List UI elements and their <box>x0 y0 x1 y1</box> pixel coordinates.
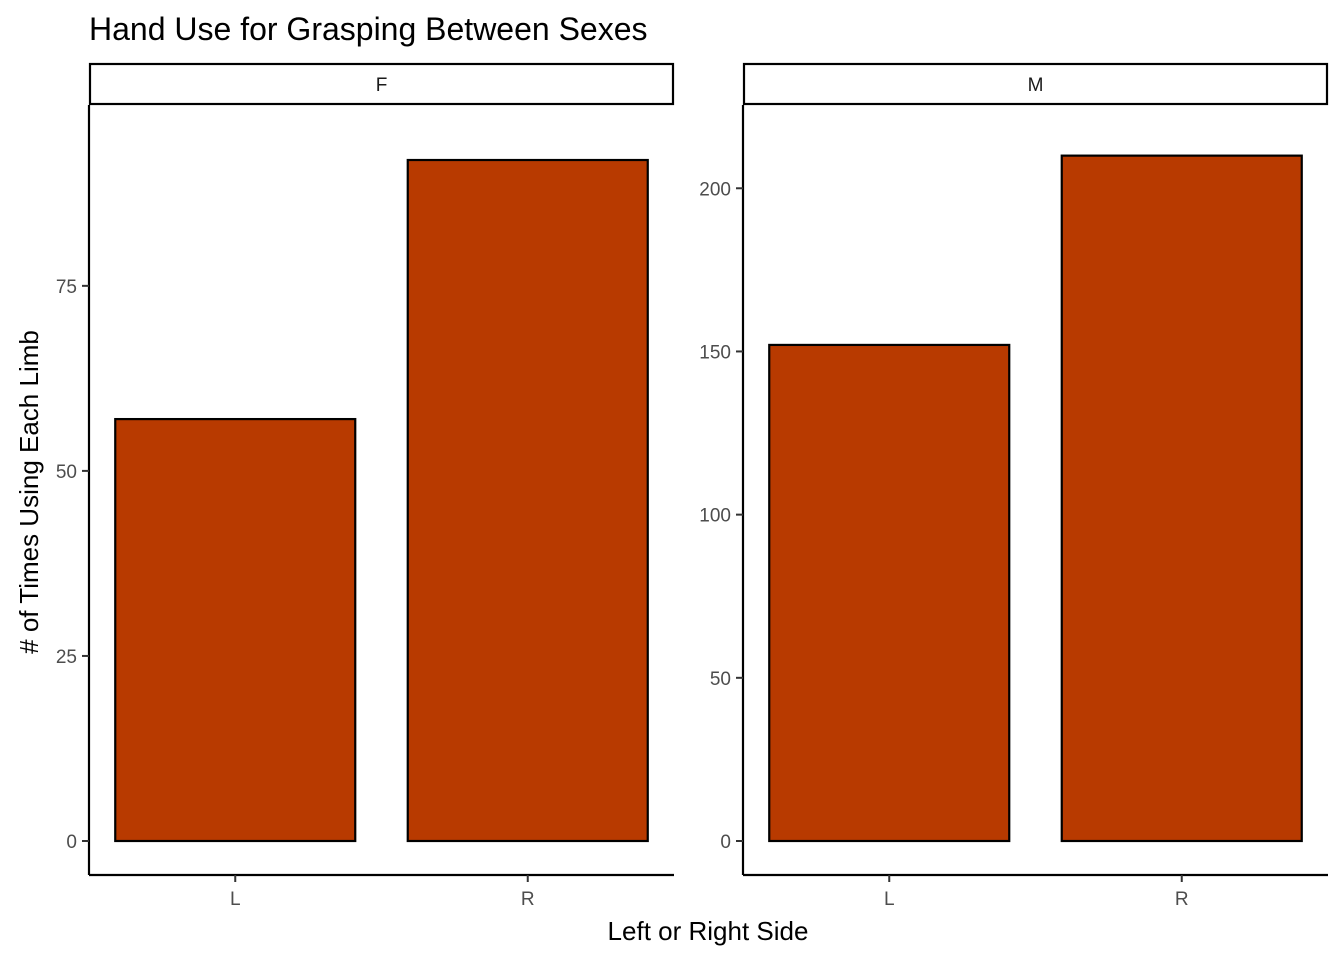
strip-label: M <box>1028 75 1044 96</box>
bar-m-l <box>768 343 1011 843</box>
y-tick-label: 25 <box>56 647 77 668</box>
y-tick-label: 100 <box>699 506 731 527</box>
y-tick-label: 0 <box>720 832 731 853</box>
strip-box <box>742 62 1329 106</box>
facets-group: F 0 25 50 75 L R M 0 50 100 150 200 L R <box>56 62 1329 910</box>
y-tick-label: 75 <box>56 277 77 298</box>
strip-label: F <box>376 75 388 96</box>
facet-panel-f: F 0 25 50 75 L R <box>56 62 675 910</box>
chart-title: Hand Use for Grasping Between Sexes <box>89 11 648 47</box>
y-tick-label: 200 <box>699 179 731 200</box>
bar-m-r <box>1060 154 1303 843</box>
x-tick-label: L <box>230 889 241 910</box>
x-tick-label: L <box>884 889 895 910</box>
facet-panel-m: M 0 50 100 150 200 L R <box>699 62 1329 910</box>
x-tick-label: R <box>521 889 535 910</box>
y-tick-label: 50 <box>710 669 731 690</box>
strip-box <box>88 62 675 106</box>
x-axis-title: Left or Right Side <box>608 916 809 946</box>
y-tick-label: 150 <box>699 342 731 363</box>
x-tick-label: R <box>1175 889 1189 910</box>
y-axis-title: # of Times Using Each Limb <box>14 330 44 654</box>
bar-f-r <box>406 158 649 843</box>
y-tick-label: 0 <box>66 832 77 853</box>
y-tick-label: 50 <box>56 462 77 483</box>
bar-f-l <box>114 417 357 843</box>
